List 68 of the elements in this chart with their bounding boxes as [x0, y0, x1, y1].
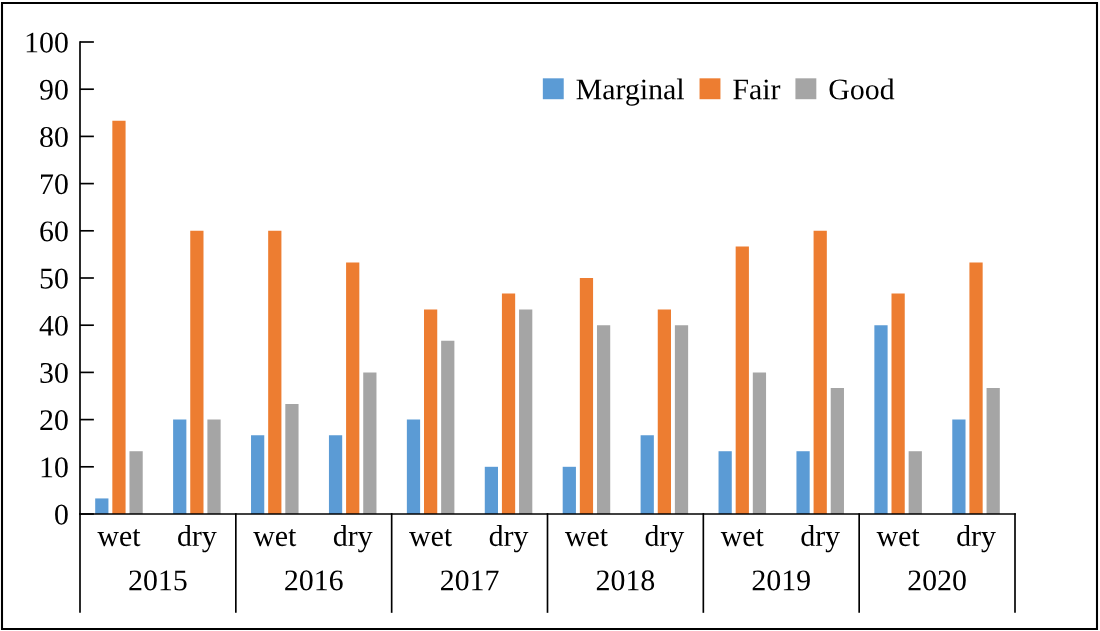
- bar: [796, 451, 810, 514]
- bar: [112, 120, 126, 514]
- y-tick-label: 100: [26, 32, 68, 53]
- bar: [285, 404, 299, 514]
- bar: [562, 466, 576, 514]
- bar: [484, 466, 499, 514]
- bar: [424, 309, 438, 514]
- bar: [969, 262, 983, 514]
- bar: [657, 309, 671, 514]
- bar: [830, 387, 844, 514]
- bar: [519, 309, 533, 514]
- bar: [207, 419, 221, 514]
- bar: [501, 293, 516, 514]
- text: 2018: [596, 570, 655, 591]
- bar: [95, 498, 109, 514]
- x-tick-label: wet: [876, 529, 920, 547]
- x-tick-label: dry: [489, 525, 529, 553]
- text: 2017: [441, 570, 499, 591]
- bar: [173, 419, 187, 514]
- bar: [579, 278, 594, 514]
- bar: [674, 325, 689, 514]
- bar: [346, 262, 360, 514]
- text: 2019: [752, 570, 810, 591]
- x-tick-label: wet: [253, 529, 297, 547]
- bar: [441, 340, 455, 514]
- y-tick-label: 90: [39, 79, 68, 100]
- x-tick-label: dry: [645, 525, 685, 553]
- bar: [952, 419, 966, 514]
- bar: [363, 372, 377, 514]
- bar: [190, 230, 204, 514]
- y-tick-label: 10: [41, 457, 68, 478]
- bar: [268, 230, 282, 514]
- text: 2015: [129, 570, 187, 591]
- bar: [986, 387, 1000, 514]
- x-tick-label: dry: [801, 525, 840, 553]
- bar: [752, 372, 767, 514]
- bar: [328, 435, 343, 514]
- legend-label: Marginal: [576, 78, 685, 106]
- bar: [640, 435, 654, 514]
- x-tick-label: dry: [957, 525, 996, 553]
- y-tick-label: 70: [41, 174, 68, 195]
- bar: [735, 246, 749, 514]
- x-tick-label: dry: [178, 525, 217, 553]
- bar: [129, 451, 143, 514]
- y-tick-label: 40: [39, 315, 68, 336]
- text: 2016: [285, 570, 343, 591]
- x-tick-label: wet: [97, 529, 141, 547]
- bar: [596, 325, 611, 514]
- x-tick-label: dry: [333, 525, 373, 553]
- y-tick-label: 80: [40, 126, 68, 148]
- y-tick-label: 30: [40, 362, 68, 384]
- legend-label: Good: [829, 78, 895, 100]
- legend-label: Fair: [733, 79, 781, 100]
- bar: [813, 230, 827, 514]
- text: 2020: [908, 570, 966, 591]
- bar: [891, 293, 905, 514]
- bar: [406, 419, 421, 514]
- bar: [908, 451, 922, 514]
- x-tick-label: wet: [720, 529, 764, 547]
- y-tick-label: 20: [40, 410, 68, 431]
- bar: [251, 435, 265, 514]
- x-tick-label: wet: [409, 529, 453, 547]
- y-tick-label: 0: [55, 504, 68, 525]
- y-tick-label: 60: [40, 221, 68, 242]
- x-tick-label: wet: [564, 529, 608, 547]
- bar: [874, 325, 888, 514]
- bar: [718, 451, 732, 514]
- y-tick-label: 50: [40, 268, 68, 289]
